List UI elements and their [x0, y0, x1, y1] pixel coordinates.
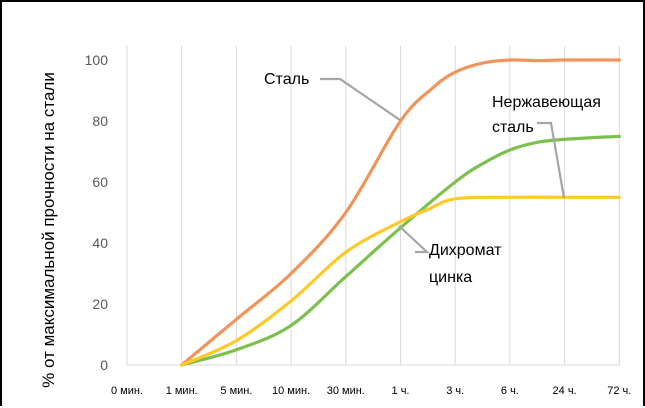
annotation-stainless-steel: Нержавеющая — [492, 94, 601, 111]
leader-line-steel — [320, 79, 400, 120]
x-tick-label: 1 мин. — [166, 385, 198, 397]
annotation-zinc-dichromate: цинка — [429, 269, 472, 286]
x-tick-label: 3 ч. — [446, 385, 464, 397]
x-tick-label: 30 мин. — [327, 385, 365, 397]
y-tick-label: 40 — [92, 235, 108, 251]
x-tick-label: 0 мин. — [111, 385, 143, 397]
x-tick-label: 24 ч. — [553, 385, 577, 397]
x-tick-label: 5 мин. — [220, 385, 252, 397]
annotation-steel: Сталь — [264, 71, 309, 88]
y-tick-label: 80 — [92, 113, 108, 129]
annotation-stainless-steel: сталь — [492, 119, 534, 136]
x-tick-label: 6 ч. — [501, 385, 519, 397]
x-tick-label: 1 ч. — [392, 385, 410, 397]
y-tick-label: 100 — [85, 52, 109, 68]
annotation-zinc-dichromate: Дихромат — [429, 242, 502, 259]
label-layer: 0 мин. 1 мин. 5 мин. 10 мин. 30 мин. 1 ч. 3 ч.… — [85, 52, 632, 397]
y-axis-label: % от максимальной прочности на стали — [39, 72, 58, 388]
leader-line-zinc-dichromate — [399, 226, 427, 252]
leader-line-stainless-steel — [537, 123, 564, 198]
y-tick-label: 0 — [100, 357, 108, 373]
y-tick-label: 60 — [92, 174, 108, 190]
x-tick-label: 10 мин. — [272, 385, 310, 397]
x-tick-label: 72 ч. — [607, 385, 631, 397]
y-tick-label: 20 — [92, 296, 108, 312]
